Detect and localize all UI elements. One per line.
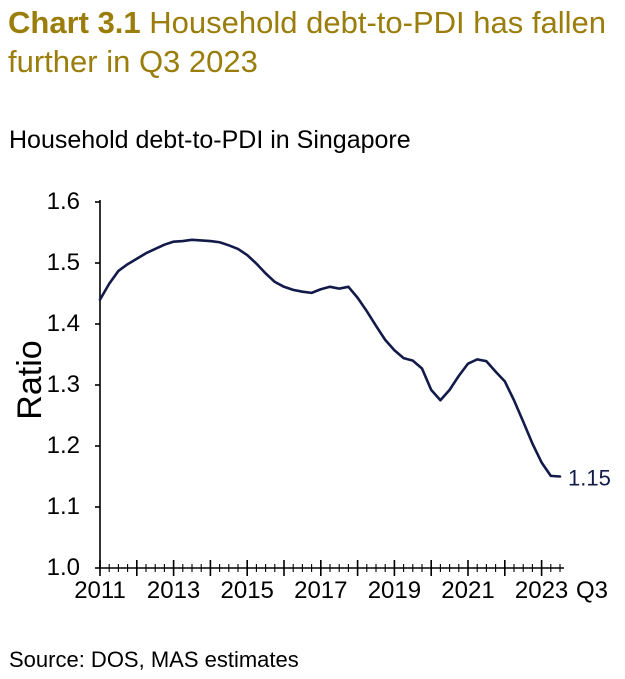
svg-text:1.2: 1.2 [47, 432, 80, 459]
svg-text:1.6: 1.6 [47, 188, 80, 215]
svg-text:2015: 2015 [221, 577, 274, 604]
svg-text:1.5: 1.5 [47, 249, 80, 276]
svg-text:1.15: 1.15 [568, 466, 611, 491]
svg-text:2023: 2023 [515, 577, 568, 604]
svg-text:2021: 2021 [441, 577, 494, 604]
svg-text:2013: 2013 [147, 577, 200, 604]
svg-text:1.4: 1.4 [47, 310, 80, 337]
svg-text:Q3: Q3 [576, 577, 608, 604]
svg-text:2017: 2017 [294, 577, 347, 604]
svg-text:1.3: 1.3 [47, 371, 80, 398]
svg-text:1.1: 1.1 [47, 493, 80, 520]
svg-text:Ratio: Ratio [11, 340, 49, 419]
svg-text:2011: 2011 [74, 577, 126, 604]
svg-text:2019: 2019 [368, 577, 421, 604]
